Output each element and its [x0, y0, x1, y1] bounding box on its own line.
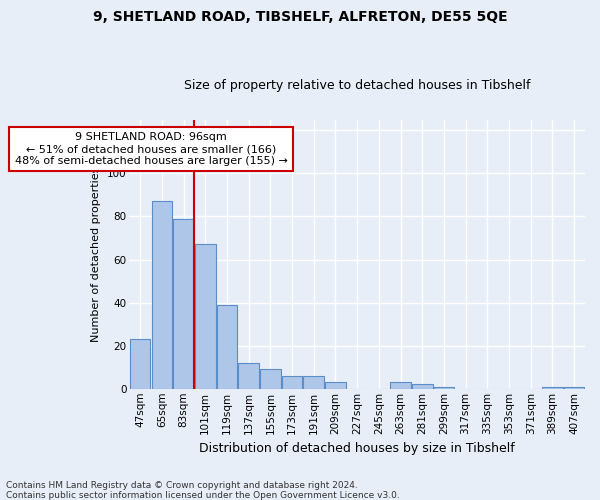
Bar: [304, 376, 324, 389]
Bar: [152, 202, 172, 389]
Bar: [390, 382, 411, 389]
Bar: [238, 363, 259, 389]
Bar: [217, 305, 237, 389]
Bar: [260, 370, 281, 389]
Bar: [173, 218, 194, 389]
Y-axis label: Number of detached properties: Number of detached properties: [91, 166, 101, 342]
Text: 9 SHETLAND ROAD: 96sqm
← 51% of detached houses are smaller (166)
48% of semi-de: 9 SHETLAND ROAD: 96sqm ← 51% of detached…: [14, 132, 287, 166]
Bar: [195, 244, 215, 389]
Bar: [412, 384, 433, 389]
Bar: [282, 376, 302, 389]
Bar: [564, 386, 584, 389]
Bar: [325, 382, 346, 389]
Text: Contains HM Land Registry data © Crown copyright and database right 2024.: Contains HM Land Registry data © Crown c…: [6, 481, 358, 490]
Text: Contains public sector information licensed under the Open Government Licence v3: Contains public sector information licen…: [6, 491, 400, 500]
Text: 9, SHETLAND ROAD, TIBSHELF, ALFRETON, DE55 5QE: 9, SHETLAND ROAD, TIBSHELF, ALFRETON, DE…: [92, 10, 508, 24]
Bar: [434, 386, 454, 389]
Bar: [130, 339, 151, 389]
Bar: [542, 386, 563, 389]
Title: Size of property relative to detached houses in Tibshelf: Size of property relative to detached ho…: [184, 79, 530, 92]
X-axis label: Distribution of detached houses by size in Tibshelf: Distribution of detached houses by size …: [199, 442, 515, 455]
